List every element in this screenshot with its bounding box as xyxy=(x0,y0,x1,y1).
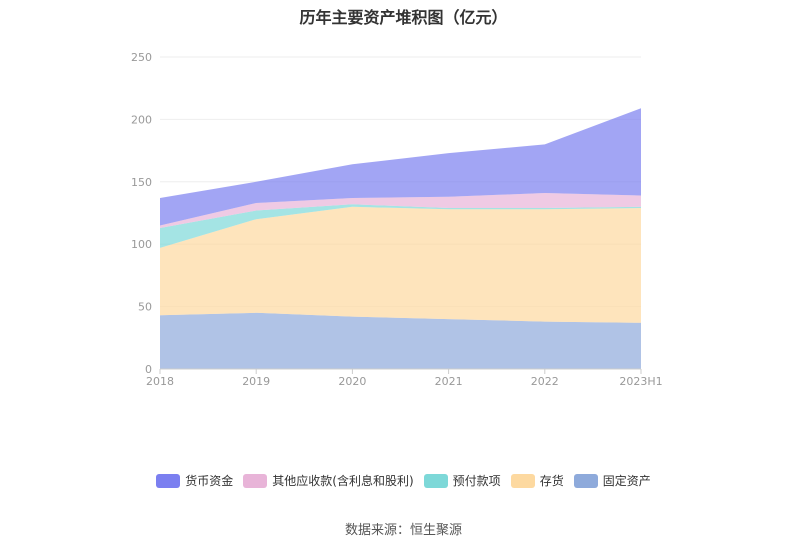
legend-item[interactable]: 存货 xyxy=(510,472,564,489)
x-tick-label: 2023H1 xyxy=(619,375,662,388)
legend-swatch xyxy=(243,473,268,488)
legend-swatch xyxy=(510,473,535,488)
x-tick-label: 2022 xyxy=(531,375,559,388)
y-tick-label: 250 xyxy=(131,51,152,64)
legend-label: 固定资产 xyxy=(602,474,651,488)
y-tick-label: 200 xyxy=(131,113,152,126)
legend-item[interactable]: 货币资金 xyxy=(156,472,233,489)
legend-item[interactable]: 预付款项 xyxy=(423,472,501,489)
x-tick-label: 2018 xyxy=(146,375,174,388)
x-tick-label: 2019 xyxy=(242,375,270,388)
legend-label: 预付款项 xyxy=(452,474,501,488)
area-series-0 xyxy=(160,312,641,369)
area-series xyxy=(160,108,641,369)
legend-swatch xyxy=(573,473,598,488)
y-tick-label: 50 xyxy=(138,301,152,314)
y-tick-label: 100 xyxy=(131,238,152,251)
legend-swatch xyxy=(423,473,448,488)
axes: 0 50 100 150 200 250 2018 2019 2020 2021 2022 2023H… xyxy=(131,51,663,388)
area-series-1 xyxy=(160,206,641,323)
legend-label: 货币资金 xyxy=(185,474,234,488)
legend-item[interactable]: 固定资产 xyxy=(573,472,651,489)
legend: 货币资金 其他应收款(含利息和股利) 预付款项 存货 固定资产 xyxy=(0,472,807,489)
y-tick-label: 0 xyxy=(145,363,152,376)
x-tick-label: 2021 xyxy=(435,375,463,388)
y-tick-label: 150 xyxy=(131,176,152,189)
legend-swatch xyxy=(156,473,181,488)
area-series-3 xyxy=(160,193,641,228)
legend-label: 存货 xyxy=(539,474,564,488)
area-series-4 xyxy=(160,108,641,226)
chart-title: 历年主要资产堆积图（亿元） xyxy=(299,8,508,27)
source-note: 数据来源：恒生聚源 xyxy=(344,523,462,538)
area-series-2 xyxy=(160,204,641,248)
legend-label: 其他应收款(含利息和股利) xyxy=(272,474,414,488)
legend-item[interactable]: 其他应收款(含利息和股利) xyxy=(243,472,414,489)
x-tick-label: 2020 xyxy=(338,375,366,388)
